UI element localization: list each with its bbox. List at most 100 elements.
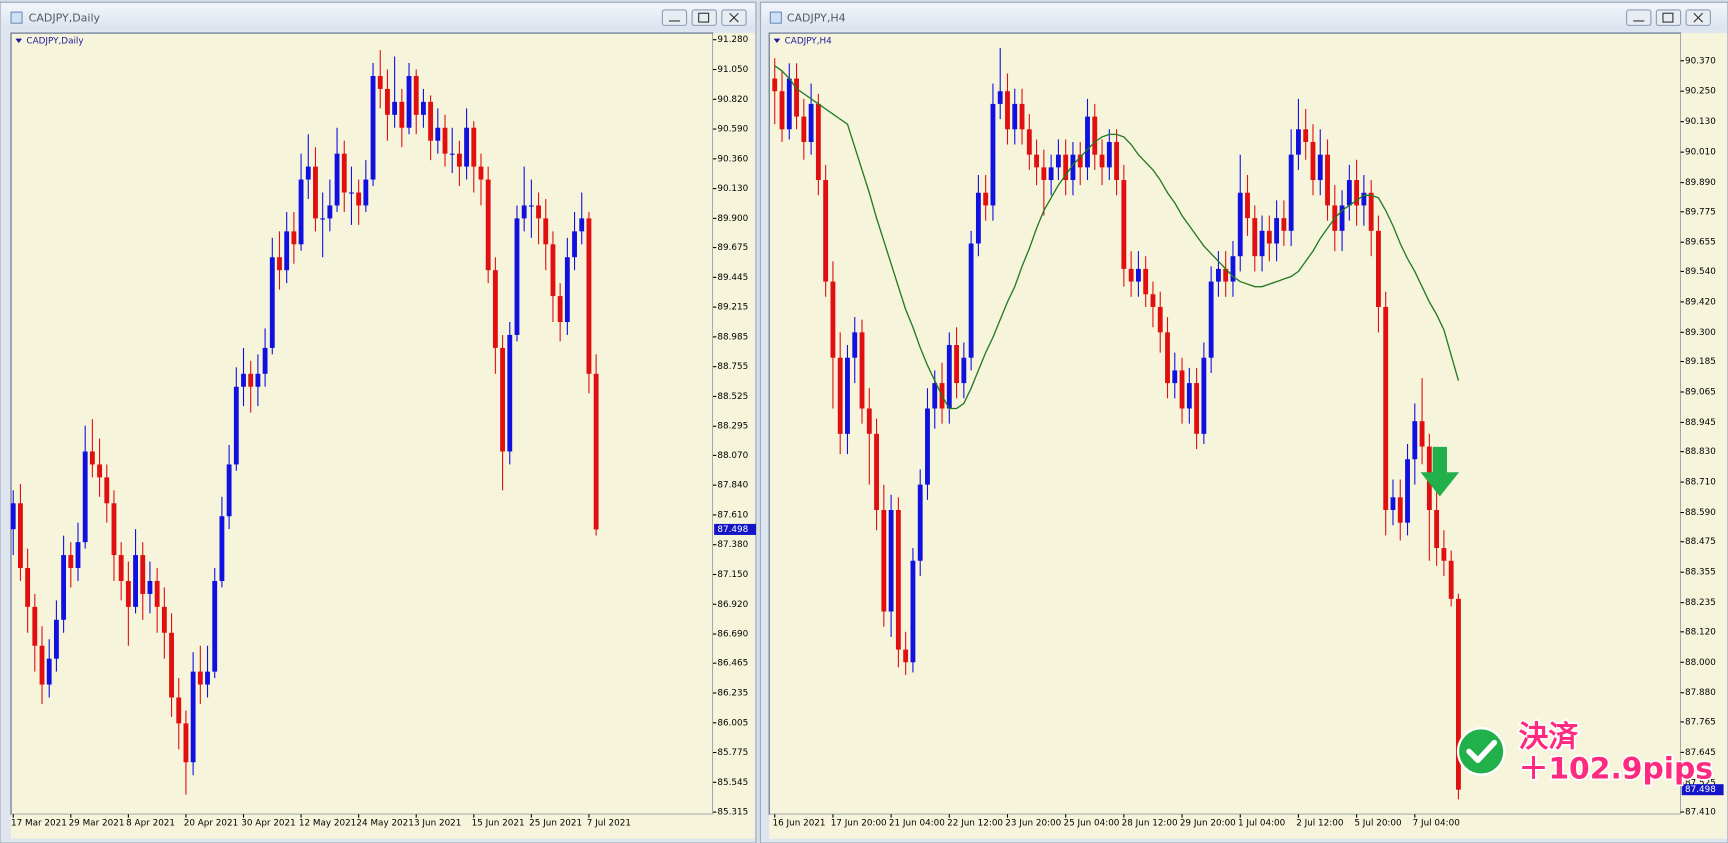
price-axis: [1680, 33, 1727, 815]
maximize-button[interactable]: [1655, 9, 1682, 26]
icon: [1662, 12, 1674, 23]
candle-body: [248, 373, 254, 387]
candle-body: [997, 91, 1003, 104]
candle-body: [975, 192, 981, 244]
candle-body: [1070, 154, 1076, 181]
y-tick-label: 87.380: [717, 540, 748, 550]
check-circle: [1456, 727, 1506, 776]
candle-body: [161, 606, 167, 633]
candle-body: [917, 484, 923, 561]
candle-body: [1259, 230, 1265, 257]
y-tick-label: 89.185: [1685, 357, 1716, 367]
candle-body: [521, 205, 527, 219]
candle-body: [1194, 383, 1200, 434]
candle-body: [852, 332, 858, 358]
candle-body: [10, 503, 16, 530]
y-tick-label: 88.000: [1685, 658, 1716, 668]
time-axis: [769, 814, 1727, 839]
x-tick-label: 23 Jun 20:00: [1005, 819, 1061, 829]
candle-body: [593, 373, 599, 530]
menu-triangle: [773, 38, 781, 44]
minimize-button[interactable]: [661, 9, 688, 26]
candle-body: [111, 503, 117, 556]
candle-body: [1317, 154, 1323, 181]
candle-body: [932, 383, 938, 409]
candle-body: [269, 257, 275, 348]
price-marker-label: 87.498: [717, 525, 748, 535]
candle-body: [845, 357, 850, 434]
candle-body: [1121, 180, 1127, 269]
candle-body: [197, 671, 203, 685]
candle-body: [1310, 141, 1316, 181]
candle-body: [68, 555, 74, 569]
candle-body: [946, 345, 952, 409]
candle-body: [1441, 548, 1447, 561]
candle-body: [1019, 103, 1025, 130]
candle-body: [442, 127, 448, 154]
check-mark: [1466, 739, 1498, 764]
candle-body: [837, 357, 843, 434]
x-tick-label: 21 Jun 04:00: [889, 819, 945, 829]
candle-body: [514, 218, 520, 335]
y-tick-label: 89.420: [1685, 297, 1716, 307]
candle-body: [406, 75, 412, 128]
candle-body: [1201, 357, 1207, 434]
y-tick-label: 88.590: [1685, 508, 1716, 518]
plot-area: [768, 32, 1682, 815]
candle-body: [313, 166, 318, 219]
x-tick-label: 2 Jul 12:00: [1296, 819, 1344, 829]
candle-body: [1150, 294, 1156, 307]
y-tick-label: 86.235: [717, 688, 748, 698]
candle-body: [262, 347, 268, 374]
y-tick-label: 87.645: [1685, 748, 1716, 758]
candle-body: [1376, 230, 1381, 307]
y-tick-label: 88.945: [1685, 418, 1716, 428]
candle-body: [1245, 192, 1250, 219]
candle-body: [772, 78, 778, 92]
y-tick-label: 88.475: [1685, 537, 1716, 547]
y-tick-label: 88.355: [1685, 568, 1716, 578]
candle-body: [176, 697, 182, 724]
y-tick-label: 88.525: [717, 392, 748, 402]
candle-body: [298, 179, 304, 245]
candle-body: [895, 510, 901, 650]
candle-body: [1034, 154, 1040, 168]
y-tick-label: 88.295: [717, 422, 748, 432]
candle-body: [1063, 154, 1069, 181]
candle-body: [1361, 192, 1367, 206]
candle-body: [1128, 268, 1134, 282]
candle-body: [983, 192, 989, 206]
x-tick-label: 29 Mar 2021: [69, 819, 125, 829]
icon: [1693, 12, 1704, 23]
candle-body: [1215, 268, 1221, 282]
price-marker: [714, 523, 756, 535]
candle-body: [579, 218, 585, 232]
y-tick-label: 87.410: [1685, 808, 1716, 818]
y-tick-label: 85.775: [717, 748, 748, 758]
x-tick-label: 25 Jun 2021: [529, 819, 582, 829]
candle-body: [1368, 192, 1374, 231]
candle-body: [1419, 421, 1425, 447]
maximize-button[interactable]: [691, 9, 717, 26]
candle-body: [1397, 497, 1403, 523]
x-tick-label: 1 Jul 04:00: [1238, 819, 1286, 829]
candle-body: [550, 244, 556, 297]
candle-body: [349, 192, 354, 194]
candle-body: [32, 606, 38, 646]
candle-body: [478, 166, 484, 180]
y-tick-label: 89.445: [717, 273, 748, 283]
window-buttons[interactable]: [661, 9, 1711, 26]
window-title: CADJPY,Daily: [29, 12, 101, 25]
y-tick-label: 86.005: [717, 718, 748, 728]
y-tick-label: 85.545: [717, 778, 748, 788]
minimize-button[interactable]: [1626, 9, 1652, 26]
candle-body: [1077, 154, 1083, 168]
candle-body: [1230, 256, 1236, 282]
y-tick-label: 90.010: [1685, 148, 1716, 158]
candle-body: [1339, 205, 1345, 231]
candle-body: [377, 75, 383, 89]
candle-body: [17, 503, 23, 569]
candle-body: [320, 218, 326, 220]
candle-body: [1383, 306, 1389, 511]
